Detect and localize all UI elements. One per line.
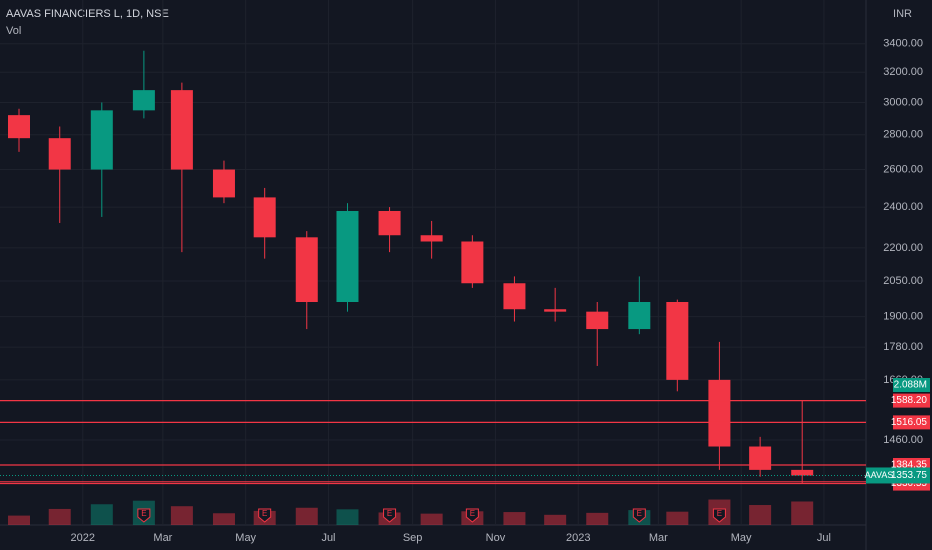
- volume-bar: [749, 505, 772, 525]
- level-box: [893, 393, 930, 408]
- y-tick-label: 2600.00: [883, 163, 923, 175]
- earnings-icon: [632, 508, 646, 523]
- y-tick-label: 1780.00: [883, 341, 923, 353]
- x-tick-label: Jul: [817, 532, 831, 544]
- x-tick-label: Mar: [153, 532, 172, 544]
- candle-body: [212, 169, 235, 198]
- volume-bar: [212, 513, 235, 525]
- candle-body: [586, 311, 609, 330]
- grid: [0, 0, 866, 525]
- x-tick-label: May: [235, 532, 256, 544]
- level-label: 1588.20: [891, 395, 928, 406]
- earnings-icon: [712, 508, 726, 523]
- volume-bar: [666, 511, 689, 525]
- chart-title: AAVAS FINANCIERS L, 1D, NSE: [6, 8, 169, 20]
- earnings-icon: [258, 508, 272, 523]
- x-tick-label: May: [731, 532, 752, 544]
- candle-body: [708, 379, 731, 447]
- volume-bar: [544, 514, 567, 525]
- candle-body: [295, 237, 318, 302]
- earnings-marker: E: [465, 508, 479, 523]
- x-tick-label: Mar: [649, 532, 668, 544]
- volume-bar: [503, 512, 526, 525]
- candle-body: [503, 283, 526, 310]
- level-label: 1516.05: [891, 417, 928, 428]
- earnings-marker: E: [712, 508, 726, 523]
- y-tick-label: 1900.00: [883, 310, 923, 322]
- level-label: 1384.35: [891, 460, 928, 471]
- x-tick-label: 2023: [566, 532, 590, 544]
- volume-bar: [295, 507, 318, 525]
- level-box: [893, 415, 930, 430]
- earnings-icon: [465, 508, 479, 523]
- candle-body: [749, 446, 772, 470]
- y-tick-label: 2200.00: [883, 242, 923, 254]
- earnings-label: E: [470, 509, 475, 518]
- y-tick-label: 1460.00: [883, 434, 923, 446]
- earnings-icon: [383, 508, 397, 523]
- y-tick-label: 2400.00: [883, 201, 923, 213]
- last-price-box: [893, 467, 930, 484]
- y-tick-label: 3000.00: [883, 96, 923, 108]
- candle-body: [666, 301, 689, 380]
- x-tick-label: Sep: [403, 532, 423, 544]
- earnings-marker: E: [258, 508, 272, 523]
- last-price-label: 1353.75: [891, 470, 928, 481]
- currency: INR: [893, 8, 912, 20]
- candle-body: [336, 210, 359, 302]
- candle-body: [132, 90, 155, 111]
- candle-body: [420, 235, 443, 242]
- candle-body: [170, 90, 193, 170]
- candle-body: [253, 197, 276, 238]
- volume-title: Vol: [6, 25, 21, 37]
- y-tick-label: 2050.00: [883, 275, 923, 287]
- y-tick-label: 2800.00: [883, 129, 923, 141]
- volume-bar: [48, 508, 71, 525]
- symbol-box: [866, 467, 893, 484]
- x-tick-label: 2022: [71, 532, 95, 544]
- earnings-label: E: [387, 509, 392, 518]
- candle-body: [48, 138, 71, 170]
- candle-body: [8, 115, 31, 139]
- volume-bar: [336, 509, 359, 525]
- candle-body: [791, 469, 814, 476]
- last-volume-box: [893, 378, 930, 392]
- candle-body: [544, 309, 567, 312]
- earnings-icon: [137, 508, 151, 523]
- last-volume-label: 2.088M: [894, 380, 927, 391]
- volume-bar: [586, 512, 609, 525]
- earnings-label: E: [717, 509, 722, 518]
- candle-body: [461, 241, 484, 284]
- earnings-marker: E: [137, 508, 151, 523]
- earnings-label: E: [262, 509, 267, 518]
- earnings-marker: E: [383, 508, 397, 523]
- symbol-label: AAVAS: [865, 470, 894, 480]
- volume-bar: [90, 504, 113, 525]
- volume-bar: [791, 501, 814, 525]
- volume-bar: [8, 515, 31, 525]
- earnings-label: E: [141, 509, 146, 518]
- candle-body: [90, 110, 113, 170]
- earnings-marker: E: [632, 508, 646, 523]
- candle-body: [378, 210, 401, 236]
- level-label: 1330.55: [891, 478, 928, 489]
- volume-bar: [170, 506, 193, 525]
- earnings-label: E: [637, 509, 642, 518]
- volume-bar: [420, 513, 443, 525]
- y-tick-label: 3400.00: [883, 38, 923, 50]
- candle-body: [628, 301, 651, 330]
- x-tick-label: Nov: [486, 532, 506, 544]
- y-tick-label: 3200.00: [883, 66, 923, 78]
- x-tick-label: Jul: [321, 532, 335, 544]
